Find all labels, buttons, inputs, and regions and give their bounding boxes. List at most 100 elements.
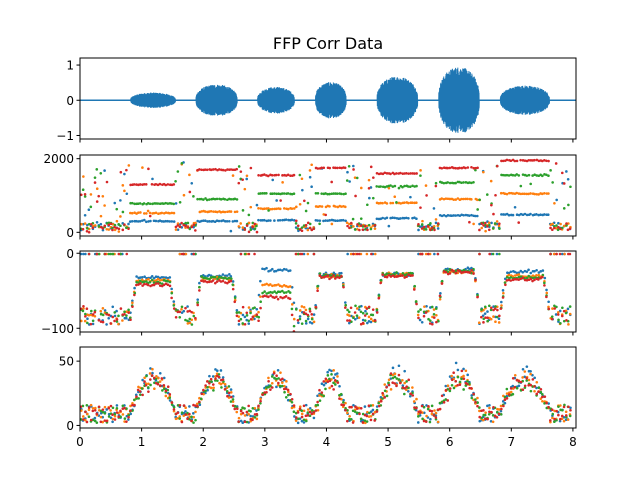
data-point [551,307,554,310]
data-point [271,207,274,211]
data-point [468,214,471,217]
data-point [305,419,308,423]
data-point [263,294,266,298]
data-point [466,373,469,377]
data-point [138,220,142,223]
data-point [446,399,450,402]
data-point [166,219,170,223]
data-point [206,280,209,284]
data-point [456,375,460,379]
data-point [513,278,517,281]
data-point [486,319,489,323]
data-point [356,227,359,231]
data-point [521,213,525,216]
data-point [554,313,558,316]
data-point [395,201,398,204]
data-point [140,278,144,282]
data-point [373,319,377,322]
data-point [107,415,111,418]
data-point [499,191,503,195]
data-point [87,313,91,317]
data-point [493,414,497,418]
data-point [274,173,278,177]
data-point [117,322,120,326]
data-point [224,281,227,284]
data-point [289,174,292,178]
data-point [458,383,462,387]
data-point [519,158,522,162]
data-point [481,314,485,317]
data-point [140,387,144,390]
data-point [369,410,373,413]
data-point [499,307,503,310]
data-point [344,401,347,405]
data-point [428,420,432,424]
data-point [422,225,426,229]
data-point [356,223,359,226]
data-point [527,158,531,162]
data-point [103,309,107,312]
data-point [145,212,148,215]
data-point [446,267,450,271]
data-point [422,310,426,314]
data-point [484,417,487,420]
data-point [251,415,255,418]
data-point [525,270,529,273]
data-point [389,201,392,205]
data-point [113,319,116,323]
data-point [237,319,241,323]
data-point [227,391,231,395]
data-point [286,285,290,289]
data-point [472,222,475,226]
data-point [107,316,110,320]
data-point [366,321,369,325]
data-point [430,404,434,408]
data-point [387,273,391,277]
data-point [403,201,406,204]
data-point [342,285,345,289]
data-point [273,219,276,222]
data-point [537,273,541,277]
data-point [464,181,468,184]
data-point [320,192,323,195]
data-point [200,197,203,201]
data-point [294,308,298,311]
data-point [149,367,152,370]
data-point [115,219,119,223]
data-point [148,280,152,284]
data-point [521,376,524,379]
data-point [389,372,393,375]
data-point [243,187,247,191]
data-point [355,176,359,180]
data-point [278,268,282,272]
data-point [354,194,357,198]
data-point [144,383,148,387]
data-point [281,377,284,381]
data-point [141,393,144,397]
data-point [158,202,162,205]
data-point [489,179,493,183]
data-point [537,159,541,163]
data-point [470,213,473,217]
data-point [484,411,487,414]
data-point [537,193,540,196]
x-tick-label: 4 [323,435,331,449]
data-point [500,300,503,304]
data-point [517,273,521,276]
data-point [324,381,328,385]
data-point [184,221,188,225]
data-point [529,212,532,216]
data-point [450,214,454,217]
data-point [495,252,499,256]
data-point [310,412,314,416]
data-point [80,193,83,197]
data-point [265,192,268,195]
data-point [251,315,255,319]
data-point [209,168,213,172]
data-point [150,182,154,186]
data-point [555,409,558,413]
data-point [239,409,243,413]
data-point [269,290,272,294]
data-point [178,225,182,229]
